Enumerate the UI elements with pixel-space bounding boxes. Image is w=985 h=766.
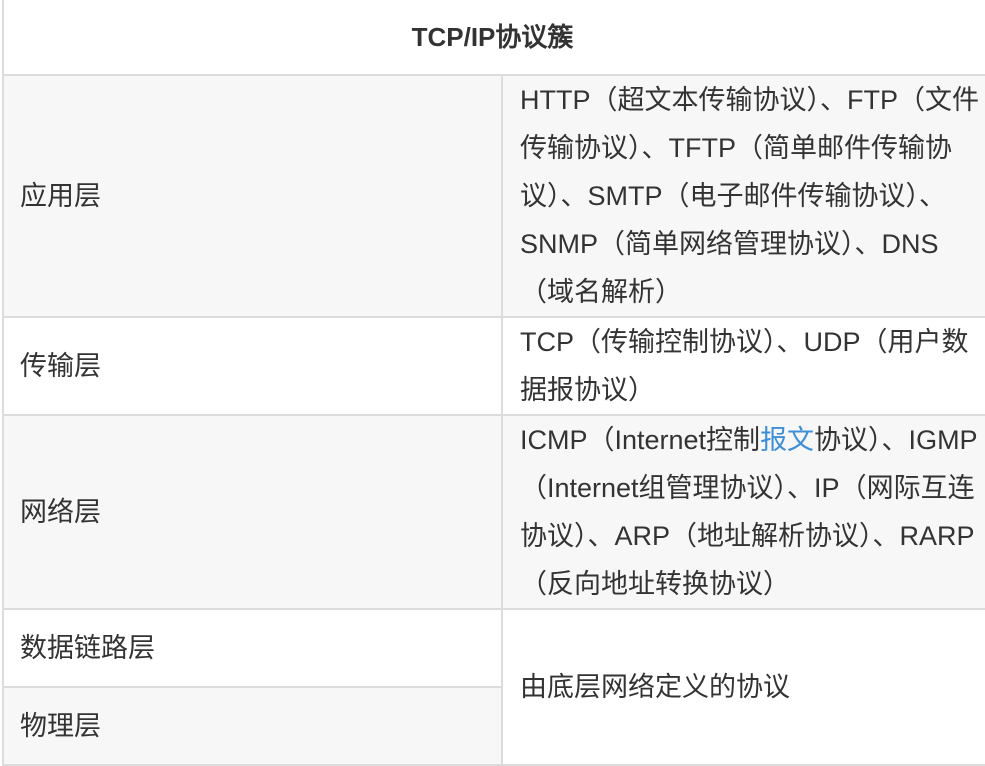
layer-name: 数据链路层 (2, 608, 503, 688)
protocols-text: 协议）、IGMP（Internet组管理协议）、IP（网际互连协议）、ARP（地… (520, 425, 978, 599)
layer-name: 传输层 (2, 316, 503, 416)
layer-name: 网络层 (2, 414, 503, 610)
layer-name: 物理层 (2, 686, 503, 766)
protocols-text: ICMP（Internet控制 (520, 425, 761, 455)
layer-protocols: TCP（传输控制协议）、UDP（用户数据报协议） (501, 316, 985, 416)
layer-protocols: HTTP（超文本传输协议）、FTP（文件传输协议）、TFTP（简单邮件传输协议）… (501, 74, 985, 318)
table-row: 数据链路层 由底层网络定义的协议 (2, 608, 985, 766)
table-row: 应用层 HTTP（超文本传输协议）、FTP（文件传输协议）、TFTP（简单邮件传… (2, 74, 985, 318)
table-title: TCP/IP协议簇 (2, 0, 985, 76)
layer-protocols: ICMP（Internet控制报文协议）、IGMP（Internet组管理协议）… (501, 414, 985, 610)
table-row: 传输层 TCP（传输控制协议）、UDP（用户数据报协议） (2, 316, 985, 416)
layer-name: 应用层 (2, 74, 503, 318)
baowen-link[interactable]: 报文 (760, 425, 815, 455)
table-row: 网络层 ICMP（Internet控制报文协议）、IGMP（Internet组管… (2, 414, 985, 610)
layer-protocols: 由底层网络定义的协议 (501, 608, 985, 766)
